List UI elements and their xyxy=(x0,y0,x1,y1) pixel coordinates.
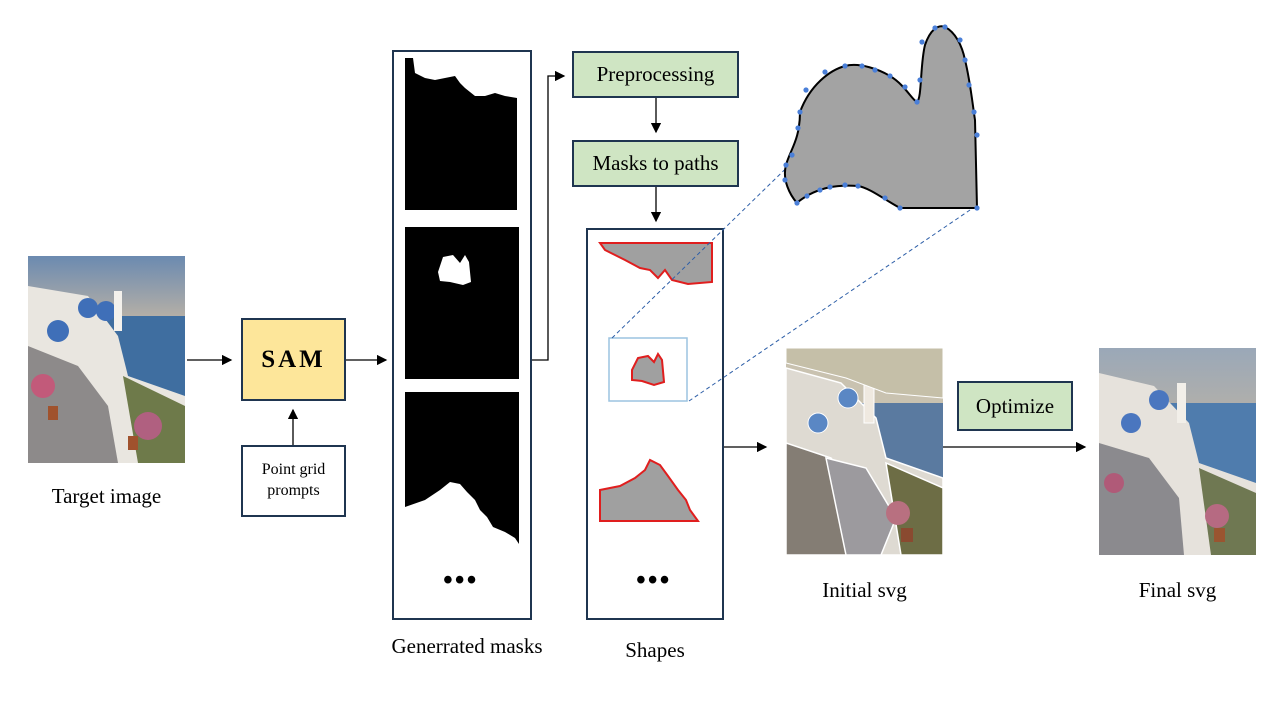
arrow-masks-to-preprocessing xyxy=(532,70,566,361)
mask-1 xyxy=(405,58,519,210)
shapes-ellipsis: ••• xyxy=(636,565,672,596)
shape-2 xyxy=(631,352,666,387)
masks-to-paths-box: Masks to paths xyxy=(572,140,739,187)
shapes-label: Shapes xyxy=(625,638,685,662)
generated-masks-label: Generrated masks xyxy=(391,634,543,658)
target-image xyxy=(28,256,185,463)
point-grid-prompts-label: Point grid prompts xyxy=(261,461,326,499)
masks-ellipsis: ••• xyxy=(443,565,479,596)
masks-to-paths-label: Masks to paths xyxy=(592,151,719,175)
shape-1 xyxy=(598,242,713,286)
mask-3 xyxy=(405,392,519,544)
point-grid-prompts-box: Point grid prompts xyxy=(241,445,346,517)
target-image-label: Target image xyxy=(51,484,162,508)
shapes-panel xyxy=(586,228,724,620)
final-svg-image xyxy=(1099,348,1256,555)
shape-3 xyxy=(599,458,700,522)
zoom-source-box xyxy=(608,337,688,402)
zoom-line-bottom xyxy=(688,209,971,402)
sam-label: SAM xyxy=(261,345,326,373)
preprocessing-box: Preprocessing xyxy=(572,51,739,98)
initial-svg-image xyxy=(786,348,943,555)
optimize-box: Optimize xyxy=(957,381,1073,431)
control-points xyxy=(782,24,980,211)
final-svg-label: Final svg xyxy=(1138,578,1217,602)
zoom-line-top xyxy=(611,144,811,339)
mask-2 xyxy=(405,227,519,379)
optimize-label: Optimize xyxy=(975,393,1055,418)
sam-box: SAM xyxy=(241,318,346,401)
zoomed-path xyxy=(784,25,979,209)
initial-svg-label: Initial svg xyxy=(822,578,907,602)
preprocessing-label: Preprocessing xyxy=(596,62,715,86)
